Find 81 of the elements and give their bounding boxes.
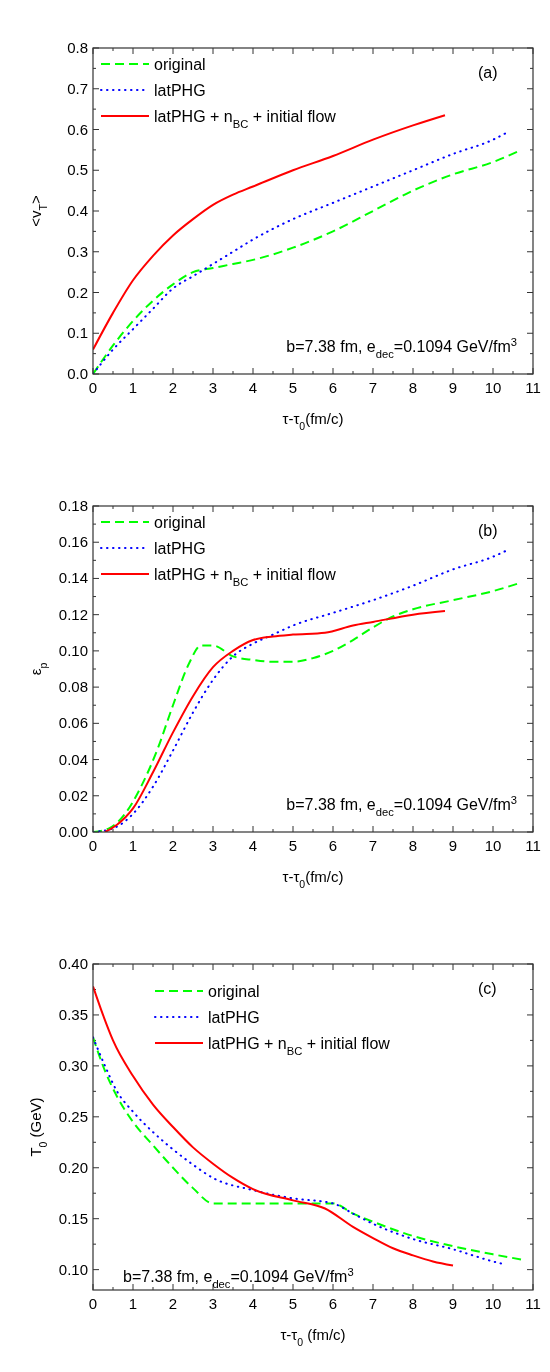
x-tick-label: 5	[288, 1295, 298, 1312]
annotation: (c)	[478, 980, 497, 997]
y-tick-label: 0.02	[58, 786, 88, 804]
x-tick-label: 11	[525, 379, 541, 396]
y-tick-label: 0.15	[58, 1209, 88, 1227]
y-tick-label: 0.14	[58, 569, 88, 587]
legend-label: latPHG	[208, 1009, 260, 1026]
y-tick-label: 0.4	[67, 202, 88, 219]
legend-label: latPHG	[154, 82, 206, 99]
x-tick-label: 2	[168, 837, 178, 854]
x-tick-label: 7	[368, 837, 378, 854]
x-tick-label: 6	[328, 837, 338, 854]
x-axis-title: τ-τ$_{0}$(fm/c)	[282, 410, 344, 432]
y-tick-label: 0.04	[58, 750, 88, 768]
x-tick-label: 1	[128, 379, 138, 396]
y-tick-label: 0.1	[67, 324, 88, 342]
x-tick-label: 3	[208, 1295, 218, 1312]
x-tick-label: 1	[128, 1295, 138, 1312]
legend-label: original	[208, 983, 260, 1000]
y-tick-label: 0.35	[58, 1005, 88, 1023]
x-tick-label: 8	[408, 837, 418, 854]
x-tick-label: 7	[368, 379, 378, 396]
x-tick-label: 11	[525, 1295, 541, 1312]
legend-label: latPHG + n$_{BC}$ + initial flow	[154, 108, 337, 130]
y-tick-label: 0.30	[58, 1056, 88, 1074]
x-tick-label: 8	[408, 379, 418, 396]
x-tick-label: 11	[525, 837, 541, 854]
x-tick-label: 5	[288, 379, 298, 396]
legend-label: original	[154, 514, 206, 531]
x-tick-label: 2	[168, 379, 178, 396]
y-tick-label: 0.0	[67, 365, 88, 382]
x-tick-label: 3	[208, 379, 218, 396]
x-tick-label: 6	[328, 379, 338, 396]
y-tick-label: 0.12	[58, 605, 88, 623]
y-tick-label: 0.18	[58, 497, 88, 514]
annotation: b=7.38 fm, e$_{dec}$=0.1094 GeV/fm$^{3}$	[286, 794, 517, 818]
x-tick-label: 10	[484, 837, 502, 854]
legend-label: latPHG + n$_{BC}$ + initial flow	[154, 566, 337, 588]
x-tick-label: 9	[448, 379, 458, 396]
x-tick-label: 0	[88, 1295, 98, 1312]
legend-label: latPHG	[154, 540, 206, 557]
legend-label: original	[154, 56, 206, 73]
y-tick-label: 0.8	[67, 39, 88, 56]
y-tick-label: 0.6	[67, 120, 88, 138]
annotation: b=7.38 fm, e$_{dec}$=0.1094 GeV/fm$^{3}$	[286, 336, 517, 360]
annotation: b=7.38 fm, e$_{dec}$=0.1094 GeV/fm$^{3}$	[123, 1266, 354, 1290]
x-tick-label: 7	[368, 1295, 378, 1312]
x-tick-label: 4	[248, 837, 258, 854]
y-tick-label: 0.16	[58, 533, 88, 551]
x-tick-label: 6	[328, 1295, 338, 1312]
y-tick-label: 0.5	[67, 161, 88, 179]
annotation: (b)	[478, 522, 498, 539]
x-tick-label: 3	[208, 837, 218, 854]
y-tick-label: 0.2	[67, 283, 88, 301]
x-tick-label: 9	[448, 837, 458, 854]
y-tick-label: 0.25	[58, 1107, 88, 1125]
x-tick-label: 8	[408, 1295, 418, 1312]
x-tick-label: 0	[88, 837, 98, 854]
y-tick-label: 0.40	[58, 955, 88, 972]
x-axis-title: τ-τ$_{0}$ (fm/c)	[280, 1326, 346, 1348]
annotation: (a)	[478, 64, 498, 81]
y-tick-label: 0.10	[58, 1260, 88, 1278]
legend-label: latPHG + n$_{BC}$ + initial flow	[208, 1035, 391, 1057]
y-tick-label: 0.00	[58, 823, 88, 840]
line-series	[93, 985, 454, 1267]
x-tick-label: 5	[288, 837, 298, 854]
x-tick-label: 0	[88, 379, 98, 396]
x-tick-label: 9	[448, 1295, 458, 1312]
x-tick-label: 10	[484, 379, 502, 396]
y-tick-label: 0.06	[58, 714, 88, 732]
y-tick-label: 0.7	[67, 79, 88, 97]
y-tick-label: 0.10	[58, 641, 88, 659]
x-tick-label: 2	[168, 1295, 178, 1312]
x-axis-title: τ-τ$_{0}$(fm/c)	[282, 868, 344, 890]
x-tick-label: 1	[128, 837, 138, 854]
y-tick-label: 0.08	[58, 678, 88, 696]
x-tick-label: 10	[484, 1295, 502, 1312]
y-tick-label: 0.3	[67, 242, 88, 260]
x-tick-label: 4	[248, 379, 258, 396]
y-tick-label: 0.20	[58, 1158, 88, 1176]
x-tick-label: 4	[248, 1295, 258, 1312]
